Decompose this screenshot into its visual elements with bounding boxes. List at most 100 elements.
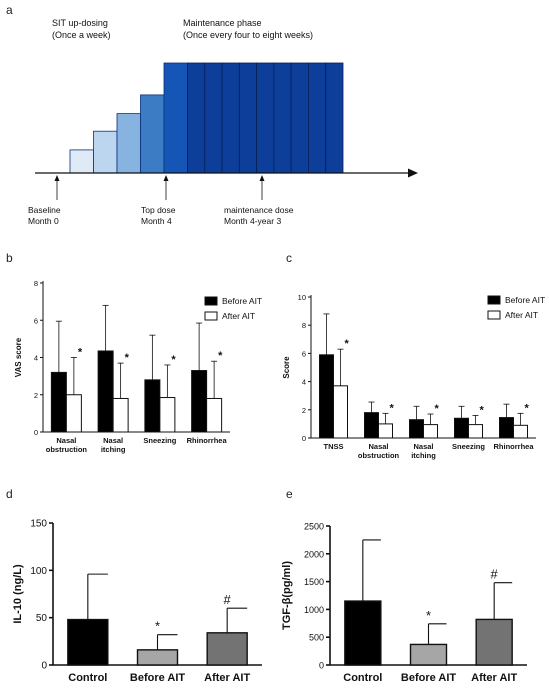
legend-swatch	[487, 310, 501, 320]
y-tick-label: 0	[302, 434, 306, 443]
legend-label: After AIT	[222, 311, 255, 321]
bar	[50, 371, 67, 433]
category-label: After AIT	[471, 672, 517, 684]
y-axis-label: VAS score	[14, 337, 23, 377]
bar	[454, 417, 469, 439]
up-dose-step	[69, 149, 94, 174]
y-tick-label: 4	[302, 378, 306, 387]
y-tick-label: 0	[34, 428, 38, 437]
significance-mark: *	[435, 403, 440, 415]
maintenance-dose-block	[273, 62, 292, 174]
maintenance-dose-block	[204, 62, 223, 174]
significance-mark: *	[525, 402, 530, 414]
maintenance-dose-block	[238, 62, 258, 174]
legend-swatch	[487, 295, 501, 305]
panel-letter-a: a	[6, 3, 13, 17]
y-tick-label: 500	[309, 633, 324, 643]
bar	[499, 417, 514, 439]
category-label: Sneezing	[452, 442, 485, 451]
significance-mark: *	[345, 338, 350, 350]
tgf-beta-chart: 0 500 1000 1500 2000 2500 TGF-β(pg/ml) Control *…	[281, 522, 527, 684]
legend-label: After AIT	[505, 310, 538, 320]
timeline-diagram: a SIT up-dosing (Once a week) Maintenanc…	[6, 3, 418, 226]
y-tick-label: 2	[34, 391, 38, 400]
significance-mark: *	[426, 608, 431, 623]
marker-baseline-sub: Month 0	[28, 216, 59, 226]
category-label: Before AIT	[401, 672, 456, 684]
significance-mark: *	[480, 404, 485, 416]
significance-mark: *	[390, 402, 395, 414]
y-axis-label: Score	[282, 356, 291, 379]
symptom-score-chart: 0246810Score*TNSS*Nasalobstruction*Nasal…	[282, 293, 545, 460]
category-label: TNSS	[323, 442, 343, 451]
legend-label: Before AIT	[222, 296, 262, 306]
significance-mark: *	[171, 354, 176, 366]
phase1-subtitle: (Once a week)	[52, 30, 111, 40]
y-tick-label: 50	[36, 613, 48, 624]
maintenance-dose-block	[308, 62, 327, 174]
timeline-arrowhead	[408, 168, 418, 178]
legend-swatch	[204, 311, 218, 321]
maintenance-dose-block	[187, 62, 206, 174]
bar	[409, 419, 424, 439]
y-tick-label: 2500	[304, 522, 324, 532]
category-label: itching	[101, 445, 126, 454]
category-label: Control	[68, 672, 107, 684]
marker-top-dose-label: Top dose	[141, 205, 176, 215]
marker-maintenance: maintenance dose Month 4-year 3	[224, 175, 294, 226]
y-tick-label: 10	[298, 293, 306, 302]
category-label: Sneezing	[143, 436, 176, 445]
category-label: Rhinorrhea	[187, 436, 228, 445]
bar	[65, 394, 82, 433]
y-tick-label: 4	[34, 354, 38, 363]
y-tick-label: 6	[302, 349, 306, 358]
category-label: itching	[411, 451, 436, 460]
bar	[206, 397, 223, 433]
bar	[378, 423, 393, 439]
significance-mark: #	[491, 567, 499, 582]
panel-letter-b: b	[6, 251, 13, 265]
up-dose-step	[93, 130, 118, 174]
phase1-title: SIT up-dosing	[52, 18, 108, 28]
bar	[513, 424, 528, 439]
bar	[468, 424, 483, 439]
marker-baseline-label: Baseline	[28, 205, 61, 215]
dose-steps	[69, 62, 344, 174]
il10-chart: 0 50 100 150 IL-10 (ng/L) Control * Before AIT #…	[12, 519, 262, 684]
marker-maintenance-label: maintenance dose	[224, 205, 294, 215]
panel-letter-e: e	[286, 487, 293, 501]
bar	[409, 643, 448, 666]
category-label: After AIT	[204, 672, 250, 684]
legend-swatch	[204, 296, 218, 306]
y-tick-label: 0	[319, 661, 324, 671]
bar	[67, 618, 109, 666]
maintenance-dose-block	[221, 62, 240, 174]
category-label: Before AIT	[130, 672, 185, 684]
bar	[97, 350, 114, 433]
y-tick-label: 150	[30, 519, 47, 530]
y-tick-label: 6	[34, 316, 38, 325]
panel-letter-c: c	[286, 251, 292, 265]
y-tick-label: 2000	[304, 549, 324, 559]
up-dose-step	[116, 113, 141, 174]
marker-baseline: Baseline Month 0	[28, 175, 61, 226]
y-tick-label: 1000	[304, 605, 324, 615]
bar	[206, 632, 248, 666]
bar	[475, 618, 513, 666]
bar	[423, 424, 438, 439]
category-label: Nasal	[103, 436, 123, 445]
maintenance-dose-block	[325, 62, 344, 174]
up-dose-step	[163, 62, 188, 174]
category-label: Control	[343, 672, 382, 684]
phase2-subtitle: (Once every four to eight weeks)	[183, 30, 313, 40]
bar	[344, 600, 382, 666]
y-tick-label: 8	[302, 321, 306, 330]
y-tick-label: 1500	[304, 577, 324, 587]
bar	[112, 397, 129, 433]
category-label: Nasal	[56, 436, 76, 445]
maintenance-dose-block	[256, 62, 275, 174]
legend-label: Before AIT	[505, 295, 545, 305]
marker-top-dose: Top dose Month 4	[141, 175, 176, 226]
category-label: Rhinorrhea	[493, 442, 534, 451]
